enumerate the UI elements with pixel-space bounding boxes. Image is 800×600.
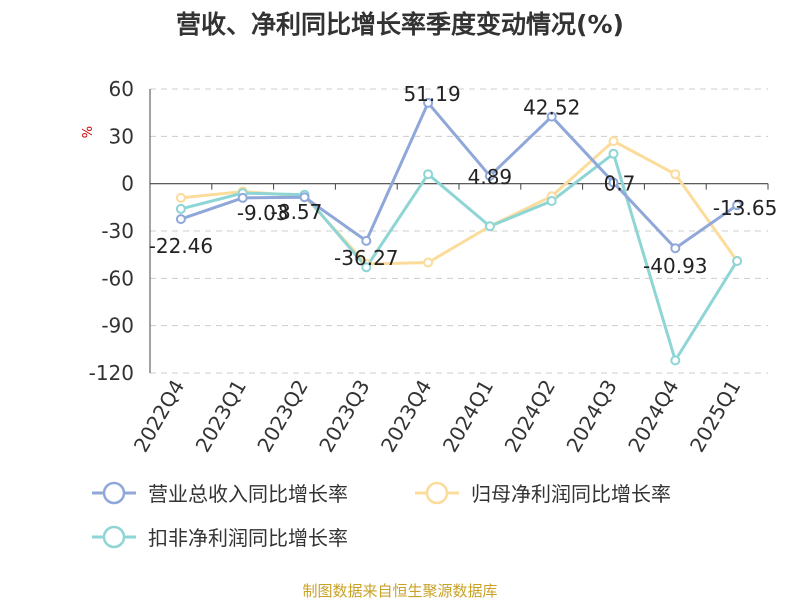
data-point: [361, 262, 372, 273]
data-point: [608, 136, 619, 147]
legend-label: 归母净利润同比增长率: [471, 482, 671, 506]
chart-title: 营收、净利同比增长率季度变动情况(%): [176, 10, 624, 39]
series-line: [180, 152, 739, 362]
y-tick-label: 30: [109, 124, 134, 148]
data-point: [237, 192, 248, 203]
data-label: 0.7: [604, 172, 636, 196]
legend-marker: [102, 525, 126, 549]
data-label: -8.57: [271, 200, 323, 224]
data-label: -36.27: [334, 246, 398, 270]
data-point: [299, 192, 310, 203]
series-group: [175, 97, 743, 366]
y-axis-ticks: 60 30 0 -30 -60 -90 -120: [89, 77, 134, 385]
series-line: [180, 101, 738, 250]
x-tick-label: 2023Q4: [376, 376, 436, 457]
y-axis-unit: %: [81, 126, 96, 138]
data-point: [423, 169, 434, 180]
y-tick-label: 60: [109, 77, 134, 101]
data-point: [484, 221, 495, 232]
data-label: -9.03: [237, 201, 289, 225]
legend-marker: [102, 481, 126, 505]
data-point: [175, 192, 186, 203]
data-point: [732, 200, 743, 211]
x-tick-label: 2023Q1: [191, 376, 251, 457]
data-point: [546, 196, 557, 207]
legend-label: 营业总收入同比增长率: [148, 482, 348, 506]
data-labels: -22.46 -9.03-8.57 -36.27 51.19 4.89 42.52 0.7 -…: [149, 82, 778, 278]
x-tick-label: 2024Q4: [623, 376, 683, 457]
y-tick-label: -60: [101, 266, 134, 290]
x-tick-label: 2024Q1: [438, 376, 498, 457]
y-tick-label: -30: [101, 219, 134, 243]
data-label: -13.65: [713, 196, 777, 220]
x-tick-label: 2023Q2: [252, 376, 312, 457]
data-point: [608, 177, 619, 188]
data-label: -40.93: [643, 254, 707, 278]
data-point: [175, 203, 186, 214]
data-label: 42.52: [523, 96, 580, 120]
data-label: -22.46: [149, 234, 213, 258]
data-point: [423, 97, 434, 108]
x-tick-label: 2023Q3: [314, 376, 374, 457]
legend-label: 扣非净利润同比增长率: [148, 526, 348, 550]
data-point: [484, 170, 495, 181]
grid: [150, 88, 768, 374]
x-tick-label: 2024Q3: [561, 376, 621, 457]
data-point: [175, 214, 186, 225]
x-tick-label: 2022Q4: [129, 376, 189, 457]
y-tick-label: 0: [121, 172, 134, 196]
x-tick-label: 2024Q2: [500, 376, 560, 457]
y-tick-label: -120: [89, 361, 134, 385]
data-label: 4.89: [468, 165, 513, 189]
data-point: [670, 243, 681, 254]
data-point: [732, 255, 743, 266]
data-point: [423, 257, 434, 268]
legend-marker: [425, 481, 449, 505]
data-point: [670, 169, 681, 180]
data-point: [608, 148, 619, 159]
data-label: 51.19: [403, 82, 460, 106]
y-tick-label: -90: [101, 314, 134, 338]
x-tick-label: 2025Q1: [685, 376, 745, 457]
data-point: [670, 355, 681, 366]
source-note: 制图数据来自恒生聚源数据库: [302, 582, 497, 600]
data-point: [546, 111, 557, 122]
data-point: [361, 235, 372, 246]
